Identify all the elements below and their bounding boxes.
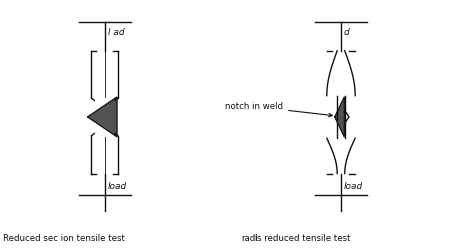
Text: d: d	[344, 28, 349, 37]
Polygon shape	[335, 97, 344, 137]
Text: l: l	[255, 234, 257, 243]
Text: load: load	[344, 182, 363, 191]
Polygon shape	[88, 97, 117, 137]
Text: notch in weld: notch in weld	[225, 102, 332, 117]
Text: s reduced tensile test: s reduced tensile test	[257, 234, 351, 243]
Text: l ad: l ad	[108, 28, 124, 37]
Text: load: load	[108, 182, 127, 191]
Text: Reduced sec ion tensile test: Reduced sec ion tensile test	[3, 234, 125, 243]
Text: radi: radi	[242, 234, 258, 243]
